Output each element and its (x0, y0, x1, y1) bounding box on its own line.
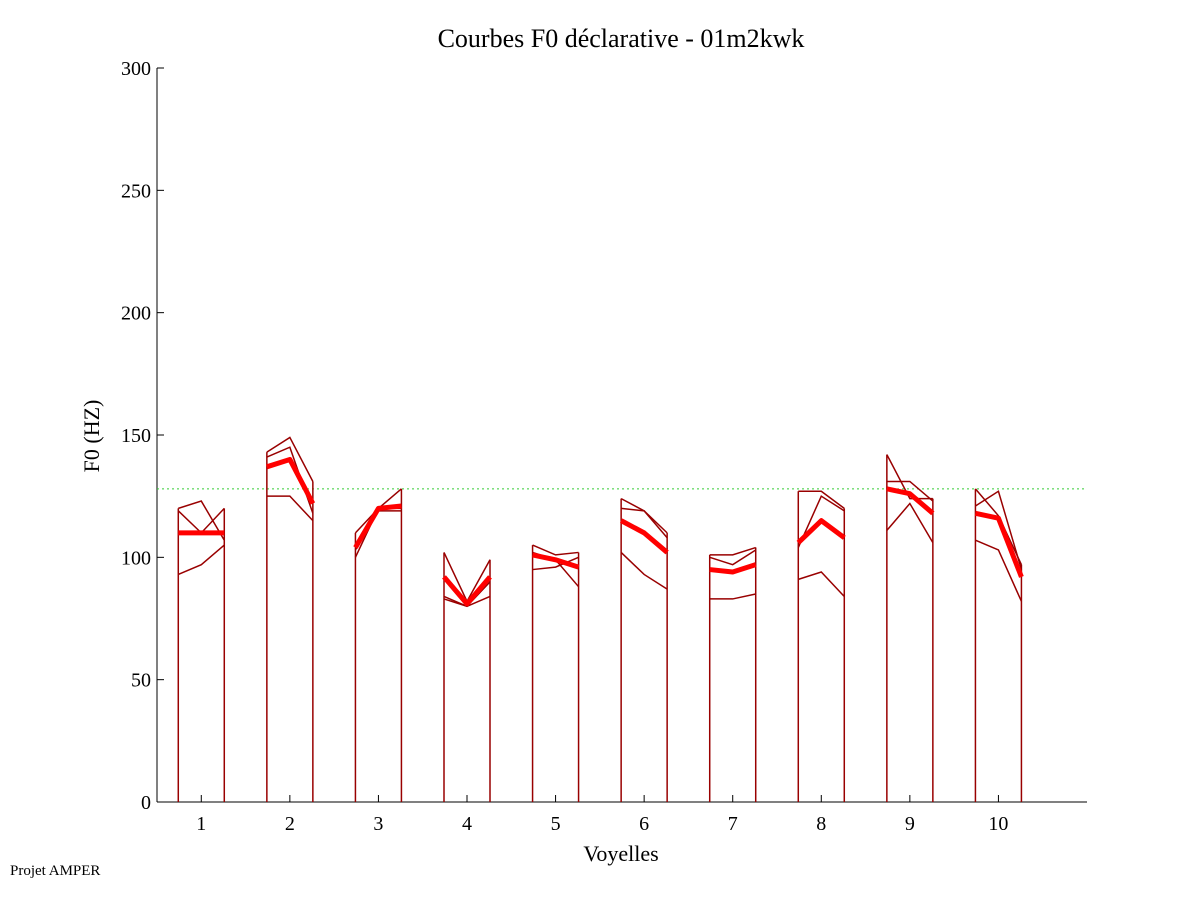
vowel-7-rep-2 (709, 549, 757, 566)
x-tick-label-2: 2 (285, 813, 295, 835)
footer-credit: Projet AMPER (10, 863, 101, 879)
x-tick-label-1: 1 (196, 813, 206, 835)
vowel-8-rep-1 (798, 490, 845, 510)
y-tick-label-300: 300 (121, 58, 151, 80)
vowel-9-rep-2 (886, 480, 934, 502)
x-tick-label-3: 3 (373, 813, 383, 835)
vowel-4-rep-1 (443, 552, 491, 604)
vowel-10-rep-3 (975, 539, 1023, 602)
x-tick-label-6: 6 (639, 813, 649, 835)
vowel-6-mean (619, 518, 669, 555)
vowel-4-mean (442, 575, 492, 607)
y-tick-label-0: 0 (141, 792, 151, 814)
y-tick-label-200: 200 (121, 303, 151, 325)
vowel-9-mean (886, 486, 935, 516)
vowel-6-rep-1 (620, 497, 668, 534)
vowel-8-rep-3 (798, 571, 845, 597)
vowel-1-rep-1 (178, 500, 225, 541)
vowel-9-rep-1 (886, 454, 933, 500)
vowel-9-rep-3 (886, 502, 934, 544)
x-tick-label-7: 7 (728, 813, 738, 835)
vowel-5-mean (532, 552, 580, 570)
vowel-10-mean (974, 510, 1024, 578)
y-axis-label: F0 (HZ) (79, 400, 104, 473)
vowel-1-rep-3 (177, 544, 225, 576)
vowel-8-mean (796, 518, 846, 545)
vowel-5-rep-1 (532, 544, 579, 556)
vowel-7-rep-1 (709, 546, 756, 556)
vowel-2-rep-1 (266, 436, 314, 482)
vowel-5-rep-3 (532, 556, 579, 571)
vowel-2-mean (266, 456, 316, 505)
plot-area: 0 50 100 150 200 250 300 1 2 3 4 5 6 7 8 9 10 (121, 58, 1087, 835)
x-tick-label-4: 4 (462, 813, 472, 835)
chart-title: Courbes F0 déclarative - 01m2kwk (438, 24, 805, 53)
y-tick-label-100: 100 (121, 547, 151, 569)
vowel-6-rep-2 (621, 507, 668, 539)
y-tick-label-150: 150 (121, 425, 151, 447)
vowel-2-rep-3 (266, 495, 314, 522)
x-tick-label-5: 5 (551, 813, 561, 835)
y-tick-label-50: 50 (131, 670, 151, 692)
vowel-3-mean (353, 503, 402, 549)
vowel-8-rep-2 (797, 495, 845, 548)
y-tick-label-250: 250 (121, 180, 151, 202)
x-axis-label: Voyelles (583, 841, 658, 866)
vowel-6-rep-3 (620, 551, 668, 590)
x-tick-label-10: 10 (988, 813, 1008, 835)
vowel-7-rep-3 (709, 593, 756, 600)
x-tick-label-9: 9 (905, 813, 915, 835)
vowel-7-mean (709, 562, 757, 575)
vowel-10-rep-2 (975, 490, 1023, 570)
x-tick-label-8: 8 (816, 813, 826, 835)
